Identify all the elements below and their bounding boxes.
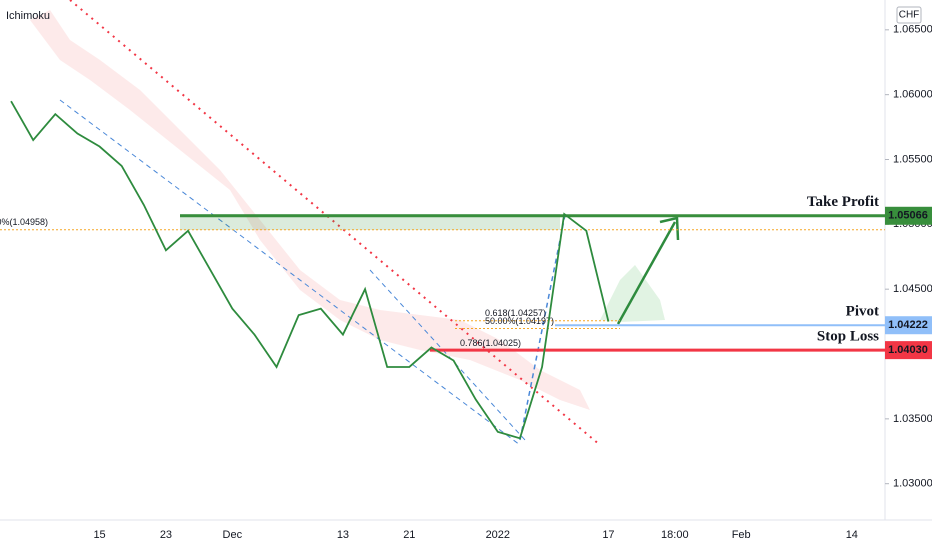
y-tick-label: 1.03500 bbox=[893, 413, 932, 425]
y-tick-label: 1.05500 bbox=[893, 153, 932, 165]
arrow-head bbox=[659, 216, 680, 241]
price-badge bbox=[885, 341, 932, 360]
trend-line-blue bbox=[519, 214, 566, 441]
level-name: Take Profit bbox=[807, 194, 879, 210]
price-badge-label: 1.04030 bbox=[888, 344, 928, 356]
x-tick-label: Dec bbox=[223, 529, 243, 541]
level-name: Pivot bbox=[846, 304, 879, 320]
x-tick-label: 2022 bbox=[486, 529, 510, 541]
fib-label: 30%(1.04958) bbox=[0, 217, 48, 227]
x-tick-label: 14 bbox=[846, 529, 858, 541]
currency-badge bbox=[896, 6, 922, 24]
currency-label: CHF bbox=[899, 10, 920, 21]
trend-line-blue bbox=[59, 99, 521, 446]
take-profit-zone bbox=[180, 214, 560, 230]
price-line bbox=[10, 100, 610, 440]
projection-arrow bbox=[616, 221, 677, 325]
y-tick-label: 1.06000 bbox=[893, 89, 932, 101]
y-tick-label: 1.04500 bbox=[893, 283, 932, 295]
price-badge bbox=[885, 206, 932, 225]
x-tick-label: 13 bbox=[337, 529, 349, 541]
price-badge-label: 1.05066 bbox=[888, 210, 928, 222]
x-tick-label: 21 bbox=[403, 529, 415, 541]
x-tick-label: 23 bbox=[160, 529, 172, 541]
y-tick-label: 1.06500 bbox=[893, 24, 932, 36]
x-tick-label: 17 bbox=[602, 529, 614, 541]
x-tick-label: Feb bbox=[732, 529, 751, 541]
x-tick-label: 15 bbox=[93, 529, 105, 541]
y-tick-label: 1.03000 bbox=[893, 478, 932, 490]
indicator-label: Ichimoku bbox=[6, 10, 50, 22]
x-tick-label: 18:00 bbox=[661, 529, 689, 541]
trend-line-blue bbox=[369, 269, 526, 441]
fib-label: 0.786(1.04025) bbox=[460, 338, 521, 348]
price-badge bbox=[885, 316, 932, 335]
fib-label: 0.618(1.04257) bbox=[485, 308, 546, 318]
ichimoku-cloud bbox=[30, 10, 590, 410]
price-badge-label: 1.04222 bbox=[888, 319, 928, 331]
fib-label: 50.00%(1.04197) bbox=[485, 316, 554, 326]
ichimoku-cloud-green bbox=[600, 265, 665, 322]
level-name: Stop Loss bbox=[817, 329, 879, 345]
